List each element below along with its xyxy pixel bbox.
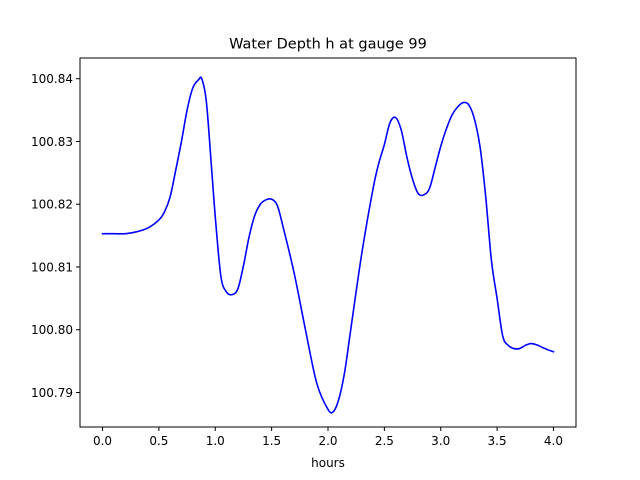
y-tick-label: 100.83: [31, 135, 73, 149]
x-tick-label: 1.0: [206, 434, 225, 448]
y-tick-label: 100.82: [31, 198, 73, 212]
x-tick-label: 2.0: [318, 434, 337, 448]
x-tick-label: 3.0: [431, 434, 450, 448]
x-tick-label: 3.5: [488, 434, 507, 448]
x-tick-label: 4.0: [544, 434, 563, 448]
x-tick-label: 1.5: [262, 434, 281, 448]
series-line: [101, 76, 555, 414]
y-tick-label: 100.80: [31, 323, 73, 337]
x-axis-label: hours: [311, 456, 345, 470]
axis-ticks: 0.0 0.5 1.0 1.5 2.0 2.5 3.0 3.5 4.0 100.79 100.80 1…: [31, 72, 563, 448]
y-tick-label: 100.79: [31, 386, 73, 400]
y-tick-label: 100.84: [31, 72, 73, 86]
x-tick-label: 0.0: [93, 434, 112, 448]
x-tick-label: 0.5: [149, 434, 168, 448]
x-tick-label: 2.5: [375, 434, 394, 448]
chart-title: Water Depth h at gauge 99: [229, 37, 427, 53]
plot-frame: [79, 57, 577, 428]
y-tick-label: 100.81: [31, 260, 73, 274]
plot-area: [101, 76, 555, 414]
